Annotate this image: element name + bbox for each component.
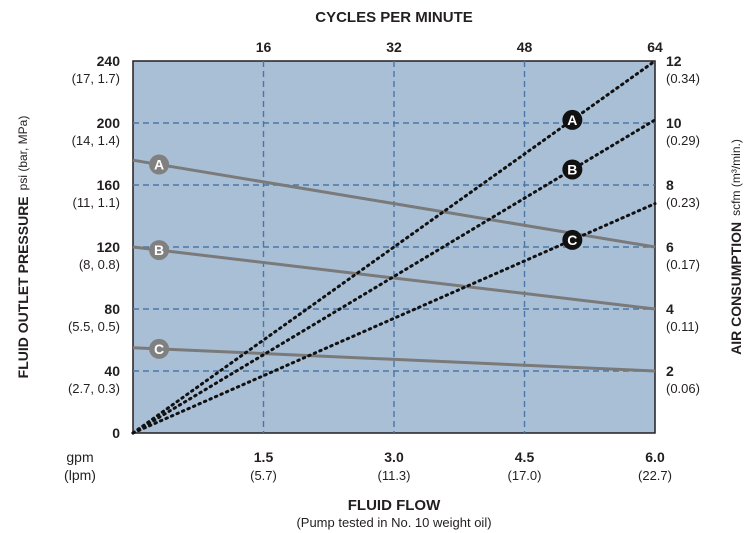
bottom-tick-label: 4.5 <box>515 449 535 465</box>
left-tick-sublabel: (5.5, 0.5) <box>68 319 120 334</box>
bottom-tick-sublabel: (22.7) <box>638 468 672 483</box>
bottom-unit-secondary: (lpm) <box>64 467 96 483</box>
right-tick-label: 4 <box>666 301 674 317</box>
left-tick-sublabel: (11, 1.1) <box>73 195 120 210</box>
pressure-marker-c <box>149 338 170 359</box>
right-tick-sublabel: (0.06) <box>666 381 700 396</box>
bottom-tick-sublabel: (5.7) <box>250 468 277 483</box>
right-axis-title: AIR CONSUMPTIONscfm (m³/min.) <box>728 139 744 355</box>
left-tick-label: 80 <box>104 301 120 317</box>
left-tick-label: 40 <box>104 363 120 379</box>
data-lines: A B C A B C <box>131 59 657 435</box>
left-tick-sublabel: (8, 0.8) <box>79 257 120 272</box>
left-tick-label: 240 <box>97 53 121 69</box>
left-tick-sublabel: (17, 1.7) <box>72 71 120 86</box>
pressure-marker-label: A <box>154 157 164 173</box>
left-tick-sublabel: (2.7, 0.3) <box>68 381 120 396</box>
left-tick-label: 160 <box>97 177 121 193</box>
left-tick-label: 200 <box>97 115 121 131</box>
right-tick-label: 8 <box>666 177 674 193</box>
right-tick-label: 10 <box>666 115 682 131</box>
bottom-tick-sublabel: (11.3) <box>378 468 411 483</box>
air-marker-b <box>562 159 583 180</box>
air-curve-b <box>131 118 657 435</box>
left-tick-sublabel: (14, 1.4) <box>72 133 120 148</box>
top-tick-label: 32 <box>386 39 402 55</box>
left-tick-label: 0 <box>112 425 120 441</box>
air-marker-label: C <box>567 232 577 248</box>
bottom-tick-sublabel: (17.0) <box>508 468 542 483</box>
pressure-marker-label: C <box>154 341 164 357</box>
right-tick-sublabel: (0.23) <box>666 195 700 210</box>
right-tick-sublabel: (0.29) <box>666 133 700 148</box>
top-tick-label: 48 <box>517 39 533 55</box>
right-tick-sublabel: (0.17) <box>666 257 700 272</box>
air-marker-c <box>562 229 583 250</box>
air-marker-label: B <box>567 161 577 177</box>
pressure-curve-b <box>132 245 656 311</box>
right-tick-label: 12 <box>666 53 682 69</box>
bottom-axis-sublabel: (Pump tested in No. 10 weight oil) <box>296 515 491 530</box>
left-tick-label: 120 <box>97 239 121 255</box>
pressure-curve-c <box>132 346 656 373</box>
right-tick-label: 2 <box>666 363 674 379</box>
bottom-unit-primary: gpm <box>66 449 93 465</box>
right-tick-label: 6 <box>666 239 674 255</box>
bottom-tick-label: 3.0 <box>384 449 404 465</box>
top-tick-label: 64 <box>647 39 663 55</box>
pressure-marker-a <box>149 154 170 175</box>
top-tick-label: 16 <box>256 39 272 55</box>
air-marker-a <box>562 109 583 130</box>
left-axis-title: FLUID OUTLET PRESSUREpsi (bar, MPa) <box>15 116 31 379</box>
right-tick-sublabel: (0.34) <box>666 71 700 86</box>
right-tick-sublabel: (0.11) <box>666 319 699 334</box>
bottom-tick-label: 6.0 <box>645 449 665 465</box>
pressure-marker-b <box>149 240 170 261</box>
air-marker-label: A <box>567 112 577 128</box>
top-axis-title: CYCLES PER MINUTE <box>315 9 473 26</box>
bottom-tick-label: 1.5 <box>254 449 274 465</box>
pressure-marker-label: B <box>154 242 164 258</box>
tick-labels: 0 40 (2.7, 0.3) 80 (5.5, 0.5) 120 (8, 0.8) 160 (… <box>68 39 700 483</box>
bottom-axis-title: FLUID FLOW <box>348 497 441 514</box>
